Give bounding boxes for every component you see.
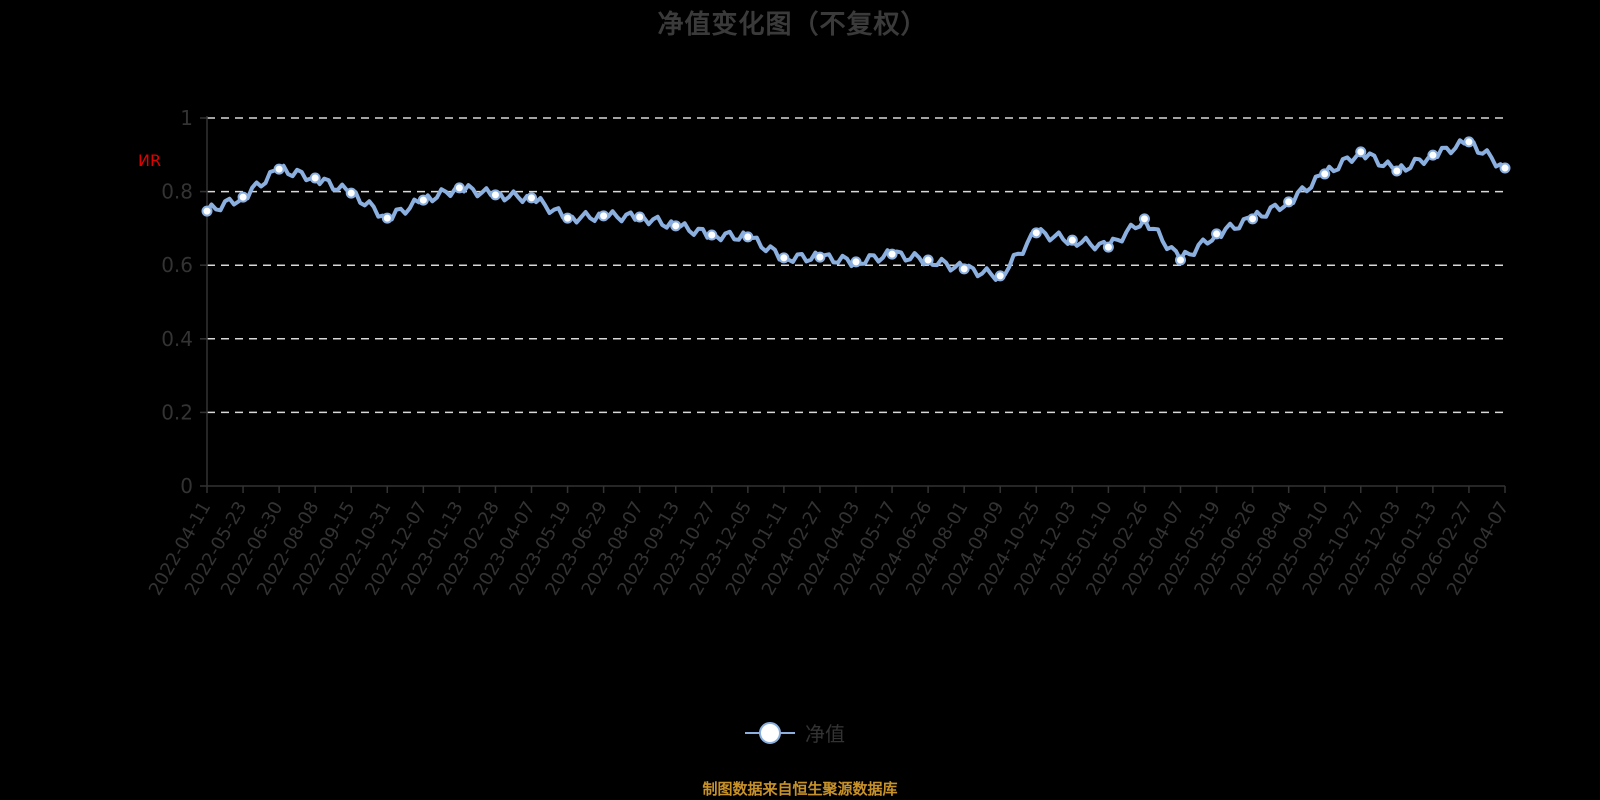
- data-point-marker[interactable]: [1355, 146, 1367, 158]
- data-point-marker[interactable]: [1427, 149, 1439, 161]
- y-tick-label: 0: [180, 474, 193, 498]
- data-point-marker[interactable]: [453, 182, 465, 194]
- data-point-marker[interactable]: [886, 248, 898, 260]
- data-point-marker[interactable]: [634, 211, 646, 223]
- data-point-marker[interactable]: [345, 187, 357, 199]
- data-point-marker[interactable]: [1175, 254, 1186, 266]
- y-tick-label: 0.4: [161, 327, 193, 351]
- data-point-marker[interactable]: [273, 163, 285, 175]
- data-point-marker[interactable]: [1211, 228, 1223, 240]
- data-point-marker[interactable]: [958, 263, 970, 275]
- data-point-marker[interactable]: [1499, 162, 1511, 174]
- data-point-marker[interactable]: [1391, 165, 1403, 177]
- line-chart: 0 0.2 0.4 0.6 0.8 1 2022-04-112022-05-232022-…: [138, 106, 1513, 599]
- data-point-marker[interactable]: [1247, 213, 1259, 225]
- legend[interactable]: 净值: [745, 718, 845, 747]
- y-unit-mark: ИR: [138, 151, 161, 170]
- data-point-marker[interactable]: [417, 194, 429, 206]
- data-point-marker[interactable]: [1463, 136, 1475, 148]
- data-point-marker[interactable]: [814, 251, 826, 263]
- data-point-marker[interactable]: [489, 189, 501, 201]
- data-point-marker[interactable]: [1319, 168, 1331, 180]
- data-point-marker[interactable]: [850, 256, 862, 268]
- data-point-marker[interactable]: [598, 210, 610, 222]
- legend-marker-icon: [759, 721, 781, 744]
- data-point-marker[interactable]: [1283, 196, 1295, 208]
- data-point-marker[interactable]: [1030, 227, 1042, 239]
- y-axis: 0 0.2 0.4 0.6 0.8 1: [161, 106, 208, 498]
- data-point-marker[interactable]: [1138, 213, 1150, 225]
- data-point-marker[interactable]: [670, 220, 682, 232]
- data-point-marker[interactable]: [237, 191, 249, 203]
- y-tick-label: 0.8: [161, 180, 193, 204]
- data-point-marker[interactable]: [201, 205, 213, 217]
- x-axis: 2022-04-112022-05-232022-06-302022-08-08…: [145, 485, 1513, 599]
- series-net-value[interactable]: [201, 136, 1511, 282]
- data-point-marker[interactable]: [922, 254, 934, 266]
- legend-label: 净值: [805, 722, 845, 746]
- data-point-marker[interactable]: [742, 231, 754, 243]
- data-point-marker[interactable]: [309, 172, 321, 184]
- data-point-marker[interactable]: [778, 252, 790, 264]
- data-point-marker[interactable]: [381, 212, 393, 224]
- legend-line-icon: [745, 721, 795, 745]
- chart-title: 净值变化图（不复权）: [657, 10, 928, 40]
- data-point-marker[interactable]: [526, 192, 537, 204]
- data-point-marker[interactable]: [1102, 241, 1114, 253]
- source-note: 制图数据来自恒生聚源数据库: [702, 780, 898, 798]
- y-tick-label: 0.6: [161, 253, 193, 277]
- data-point-marker[interactable]: [1066, 234, 1078, 246]
- y-tick-label: 1: [180, 106, 193, 130]
- data-point-marker[interactable]: [706, 229, 718, 241]
- y-tick-label: 0.2: [161, 400, 193, 424]
- data-point-marker[interactable]: [994, 270, 1006, 282]
- data-point-marker[interactable]: [562, 212, 574, 224]
